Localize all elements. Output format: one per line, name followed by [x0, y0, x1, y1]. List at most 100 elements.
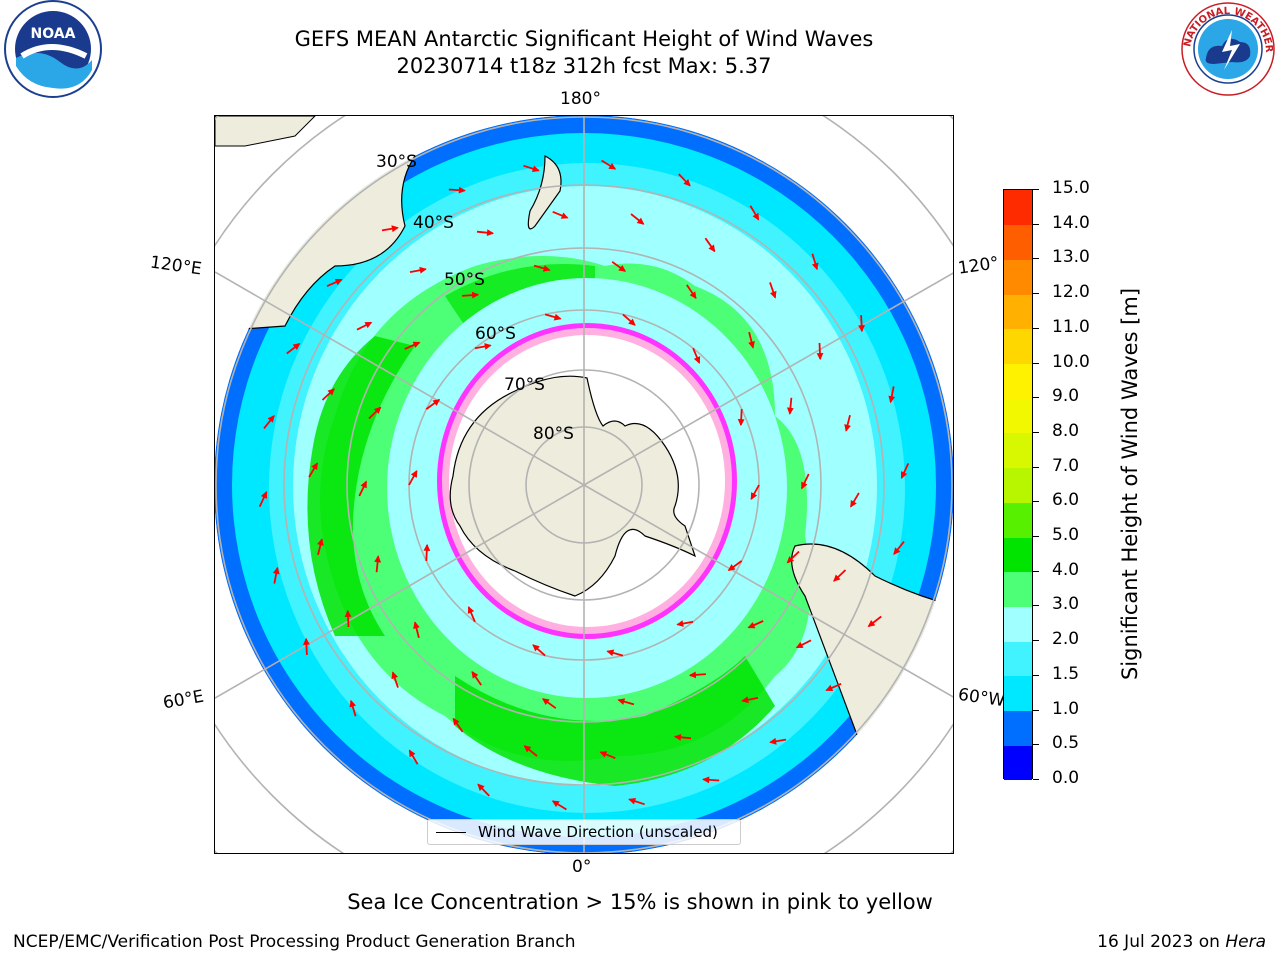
- colorbar-tick: [1033, 640, 1039, 642]
- wave-direction-arrowhead: [551, 800, 560, 808]
- colorbar-segment: [1004, 606, 1032, 642]
- wave-direction-arrowhead: [688, 671, 697, 679]
- noaa-logo: NOAA: [4, 0, 102, 98]
- wave-direction-arrowhead: [900, 471, 908, 479]
- wave-direction-arrowhead: [272, 566, 280, 575]
- wave-direction-arrowhead: [708, 244, 716, 253]
- wave-direction-arrowhead: [769, 290, 777, 299]
- wave-direction-arrowhead: [391, 671, 399, 680]
- wave-direction-arrowhead: [741, 696, 749, 704]
- wave-direction-arrowhead: [471, 291, 480, 299]
- colorbar-segment: [1004, 675, 1032, 712]
- lon-label-180: 180°: [560, 89, 601, 109]
- colorbar-tick: [1033, 709, 1039, 711]
- colorbar-segment: [1004, 641, 1032, 677]
- colorbar-tick-label: 12.0: [1052, 282, 1090, 303]
- wave-direction-arrowhead: [727, 564, 736, 571]
- wave-direction-arrowhead: [676, 620, 684, 627]
- wave-direction-arrowhead: [617, 698, 626, 705]
- lat-label-40s: 40°S: [413, 213, 454, 233]
- wave-direction-arrowhead: [432, 399, 441, 406]
- colorbar-tick-label: 4.0: [1052, 559, 1080, 580]
- colorbar-tick-label: 10.0: [1052, 351, 1090, 372]
- colorbar-segment: [1004, 294, 1032, 330]
- wave-direction-arrowhead: [467, 606, 475, 614]
- colorbar-tick-label: 0.5: [1052, 733, 1080, 754]
- wave-direction-arrowhead: [628, 318, 636, 326]
- colorbar-tick: [1033, 258, 1039, 260]
- colorbar-segment: [1004, 571, 1032, 607]
- polar-map: [215, 116, 953, 853]
- wave-direction-arrowhead: [673, 733, 682, 741]
- wave-direction-arrowhead: [752, 212, 760, 221]
- wave-direction-arrowhead: [702, 776, 710, 784]
- wave-direction-arrowhead: [811, 262, 819, 271]
- colorbar-segment: [1004, 745, 1032, 781]
- lat-label-60s: 60°S: [475, 324, 516, 344]
- footer-machine: Hera: [1225, 932, 1266, 952]
- wave-direction-arrowhead: [747, 622, 756, 629]
- wave-direction-arrowhead: [541, 698, 550, 706]
- wave-direction-arrowhead: [689, 291, 697, 300]
- wave-direction-arrowhead: [260, 491, 268, 499]
- antarctica-landmass: [449, 375, 697, 597]
- wave-direction-arrowhead: [833, 574, 841, 582]
- colorbar-segment: [1004, 363, 1032, 399]
- wave-direction-arrowhead: [360, 480, 367, 489]
- wave-direction-arrowhead: [373, 406, 382, 414]
- wave-direction-arrowhead: [858, 325, 865, 333]
- colorbar-tick: [1033, 362, 1039, 364]
- sea-ice-note: Sea Ice Concentration > 15% is shown in …: [347, 890, 933, 914]
- nws-logo: NATIONAL WEATHER SERVICE: [1176, 0, 1275, 96]
- lon-label-120w: 120°: [956, 253, 1001, 279]
- colorbar-segment: [1004, 537, 1032, 573]
- wave-direction-arrowhead: [769, 737, 777, 745]
- colorbar-tick: [1033, 570, 1039, 572]
- wave-direction-arrowhead: [317, 538, 324, 546]
- wave-direction-arrowhead: [844, 424, 851, 432]
- legend-label: Wind Wave Direction (unscaled): [478, 823, 718, 841]
- lon-label-120e: 120°E: [148, 252, 203, 280]
- wave-direction-arrowhead: [683, 178, 691, 187]
- wave-direction-arrowhead: [408, 749, 416, 758]
- wave-direction-arrowhead: [327, 388, 335, 396]
- footer-credit: NCEP/EMC/Verification Post Processing Pr…: [13, 932, 576, 952]
- colorbar-tick: [1033, 397, 1039, 399]
- footer-date: 16 Jul 2023 on Hera: [1097, 932, 1266, 952]
- wave-direction-arrowhead: [893, 547, 901, 555]
- wave-direction-arrowhead: [349, 699, 357, 708]
- colorbar-tick: [1033, 223, 1039, 225]
- wave-direction-arrowhead: [560, 212, 569, 219]
- lon-label-0: 0°: [572, 857, 592, 877]
- colorbar-tick-label: 7.0: [1052, 455, 1080, 476]
- colorbar-tick-label: 6.0: [1052, 490, 1080, 511]
- colorbar-segment: [1004, 432, 1032, 469]
- noaa-logo-text: NOAA: [31, 26, 76, 42]
- wave-direction-arrowhead: [477, 783, 485, 792]
- colorbar-tick: [1033, 779, 1039, 780]
- new-zealand-landmass: [527, 155, 562, 230]
- wave-direction-arrowhead: [608, 162, 617, 170]
- wave-direction-arrowhead: [410, 470, 418, 478]
- colorbar-tick-label: 9.0: [1052, 386, 1080, 407]
- colorbar-segment: [1004, 259, 1032, 295]
- colorbar-tick-label: 14.0: [1052, 212, 1090, 233]
- colorbar-tick: [1033, 674, 1039, 676]
- colorbar-tick: [1033, 536, 1039, 538]
- colorbar-tick: [1033, 189, 1039, 190]
- wave-direction-arrowhead: [471, 670, 479, 679]
- lat-label-80s: 80°S: [533, 424, 574, 444]
- wave-direction-arrowhead: [553, 313, 562, 321]
- wave-direction-arrowhead: [311, 462, 318, 471]
- wave-direction-arrowhead: [531, 165, 540, 173]
- wave-direction-arrowhead: [532, 644, 540, 652]
- map-legend: Wind Wave Direction (unscaled): [427, 819, 741, 845]
- map-frame: [214, 115, 954, 854]
- wave-direction-arrowhead: [413, 621, 420, 629]
- wave-direction-arrowhead: [303, 637, 310, 645]
- colorbar-tick-label: 0.0: [1052, 768, 1080, 788]
- colorbar-segment: [1004, 398, 1032, 434]
- wave-direction-arrowhead: [618, 264, 627, 272]
- wave-direction-arrowhead: [423, 543, 431, 552]
- wave-direction-arrowhead: [750, 492, 758, 500]
